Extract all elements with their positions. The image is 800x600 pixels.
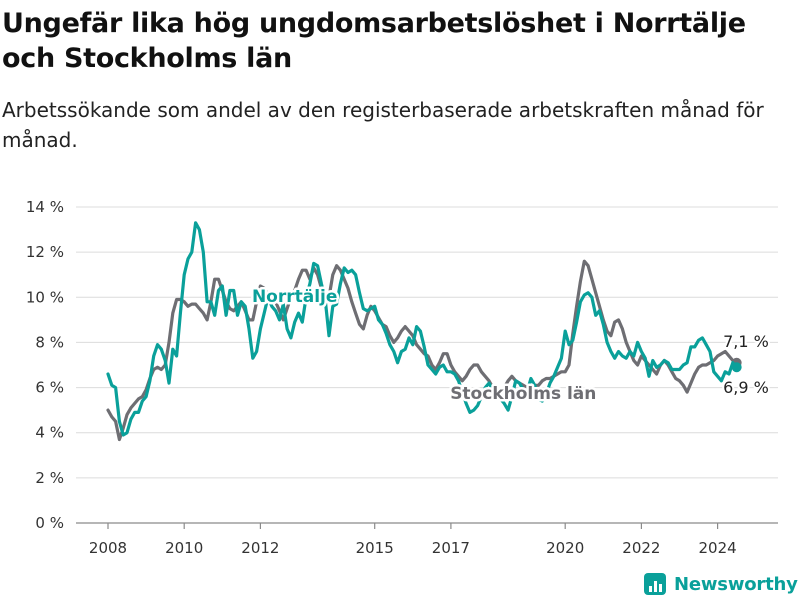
end-value-label: 7,1 % [723, 332, 769, 351]
x-tick-label: 2022 [622, 539, 660, 557]
x-tick-label: 2010 [165, 539, 203, 557]
y-tick-label: 6 % [35, 379, 64, 397]
series-end-point-norrtalje [731, 362, 742, 373]
bar-chart-logo-icon [644, 573, 666, 595]
newsworthy-logo[interactable]: Newsworthy [644, 570, 798, 598]
y-tick-label: 8 % [35, 333, 64, 351]
x-tick-label: 2012 [241, 539, 279, 557]
series-label: Norrtälje [252, 287, 337, 307]
x-tick-label: 2008 [89, 539, 127, 557]
series-line-norrtalje [106, 221, 739, 437]
x-tick-label: 2015 [356, 539, 394, 557]
y-tick-label: 2 % [35, 469, 64, 487]
x-tick-label: 2024 [699, 539, 737, 557]
y-tick-label: 10 % [26, 288, 64, 306]
x-tick-label: 2017 [432, 539, 470, 557]
end-value-label: 6,9 % [723, 378, 769, 397]
y-tick-label: 4 % [35, 424, 64, 442]
series-label: Stockholms län [450, 384, 596, 404]
y-tick-label: 12 % [26, 243, 64, 261]
chart-title: Ungefär lika hög ungdomsarbetslöshet i N… [2, 8, 746, 74]
y-tick-label: 0 % [35, 514, 64, 532]
chart-subtitle: Arbetssökande som andel av den registerb… [2, 98, 764, 152]
x-tick-label: 2020 [546, 539, 584, 557]
brand-name: Newsworthy [674, 573, 798, 595]
y-tick-label: 14 % [26, 198, 64, 216]
